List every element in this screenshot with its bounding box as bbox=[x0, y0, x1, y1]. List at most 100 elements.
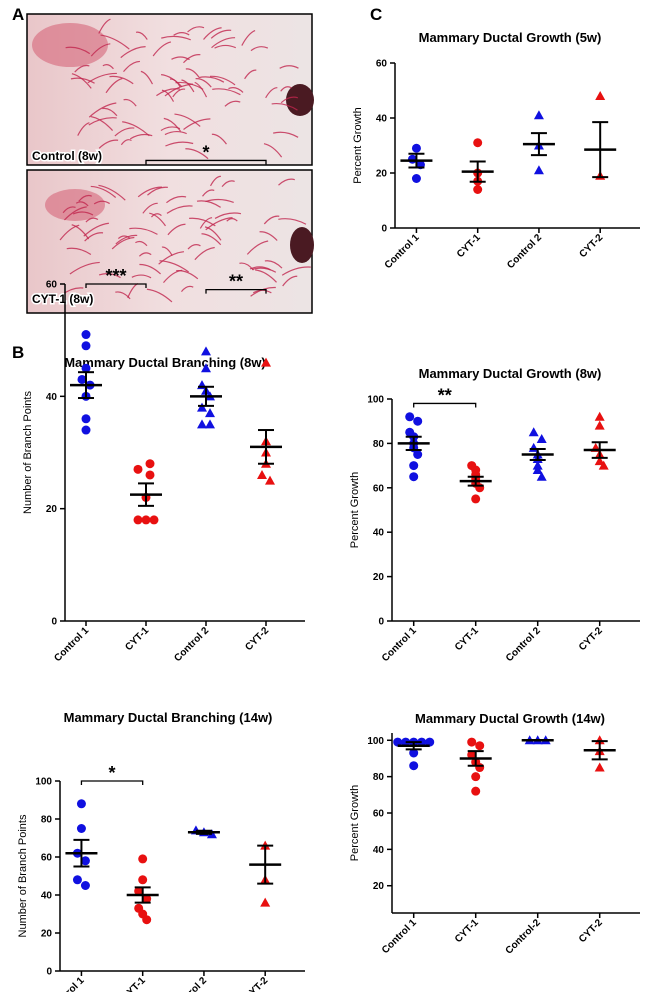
point bbox=[405, 412, 415, 422]
duct bbox=[85, 217, 99, 223]
duct bbox=[214, 212, 242, 219]
point bbox=[411, 174, 421, 183]
y-tick-label: 80 bbox=[41, 815, 53, 826]
point bbox=[138, 875, 148, 885]
point bbox=[261, 357, 271, 367]
chart-title: Mammary Ductal Branching (14w) bbox=[64, 710, 273, 725]
error-bar bbox=[591, 441, 608, 459]
duct bbox=[60, 287, 84, 297]
duct bbox=[152, 41, 172, 57]
chart-title: Mammary Ductal Branching (8w) bbox=[64, 355, 266, 370]
duct bbox=[65, 46, 91, 55]
duct bbox=[228, 87, 244, 93]
duct bbox=[252, 289, 272, 294]
x-tick-label: CYT-1 bbox=[455, 232, 483, 260]
duct bbox=[194, 81, 208, 98]
duct bbox=[115, 234, 138, 245]
duct bbox=[71, 73, 92, 89]
point bbox=[138, 854, 148, 864]
significance-bracket bbox=[80, 780, 144, 785]
point bbox=[197, 402, 207, 412]
significance-label: *** bbox=[105, 266, 126, 286]
duct bbox=[187, 244, 201, 250]
duct bbox=[211, 37, 236, 49]
duct bbox=[209, 75, 236, 86]
point bbox=[81, 330, 91, 340]
significance-label: ** bbox=[229, 272, 243, 292]
duct bbox=[66, 247, 92, 256]
duct bbox=[273, 131, 299, 138]
duct bbox=[62, 206, 76, 214]
duct bbox=[135, 31, 148, 40]
y-tick-label: 60 bbox=[373, 483, 385, 494]
error-bar bbox=[78, 371, 94, 400]
error-bar bbox=[408, 152, 425, 169]
duct bbox=[75, 201, 89, 207]
error-bar bbox=[469, 160, 486, 183]
duct bbox=[77, 122, 90, 136]
duct bbox=[88, 117, 117, 126]
duct bbox=[98, 184, 126, 201]
duct bbox=[214, 44, 237, 49]
duct bbox=[278, 218, 307, 225]
duct bbox=[135, 240, 148, 247]
y-axis-label: Number of Branch Points bbox=[22, 391, 34, 514]
duct bbox=[279, 65, 299, 69]
duct bbox=[280, 86, 292, 92]
point bbox=[260, 897, 271, 907]
duct bbox=[196, 200, 221, 208]
duct bbox=[185, 148, 209, 160]
point bbox=[536, 433, 547, 443]
duct bbox=[166, 205, 193, 214]
error-bar bbox=[405, 741, 422, 751]
duct bbox=[165, 141, 194, 147]
duct bbox=[271, 103, 298, 111]
duct bbox=[202, 189, 215, 197]
error-bar bbox=[73, 838, 90, 868]
point bbox=[467, 737, 477, 747]
point bbox=[141, 515, 151, 525]
error-bar bbox=[138, 482, 154, 507]
duct bbox=[123, 98, 137, 107]
duct bbox=[90, 185, 117, 198]
y-tick-label: 60 bbox=[41, 853, 53, 864]
point bbox=[594, 456, 605, 466]
duct bbox=[69, 261, 100, 275]
x-tick-label: Control 1 bbox=[52, 625, 91, 664]
y-tick-label: 100 bbox=[367, 736, 384, 747]
duct bbox=[163, 117, 182, 132]
duct bbox=[129, 227, 158, 235]
point bbox=[205, 408, 215, 418]
duct bbox=[161, 246, 173, 256]
duct bbox=[203, 27, 222, 40]
duct bbox=[90, 116, 114, 131]
point bbox=[595, 91, 606, 100]
x-tick-label: CYT-1 bbox=[453, 917, 481, 945]
y-tick-label: 20 bbox=[376, 169, 388, 180]
duct bbox=[204, 226, 222, 241]
duct bbox=[195, 78, 212, 88]
ducts bbox=[59, 18, 311, 303]
point bbox=[142, 915, 152, 925]
point bbox=[149, 515, 159, 525]
x-tick-label: Control 2 bbox=[504, 625, 543, 664]
duct bbox=[172, 88, 186, 98]
y-tick-label: 0 bbox=[46, 967, 52, 978]
significance-label: * bbox=[109, 763, 116, 783]
duct bbox=[90, 43, 111, 57]
duct bbox=[265, 87, 278, 99]
error-bar bbox=[134, 886, 151, 904]
duct bbox=[149, 212, 166, 227]
y-tick-label: 60 bbox=[46, 280, 58, 291]
y-tick-label: 20 bbox=[46, 504, 58, 515]
point bbox=[425, 737, 435, 747]
duct bbox=[259, 231, 278, 241]
duct bbox=[88, 102, 117, 118]
point bbox=[409, 461, 419, 471]
point bbox=[528, 427, 539, 437]
y-tick-label: 80 bbox=[373, 439, 385, 450]
x-tick-label: Control 2 bbox=[172, 625, 211, 664]
point bbox=[409, 748, 419, 758]
point bbox=[197, 419, 207, 429]
duct bbox=[117, 235, 131, 240]
